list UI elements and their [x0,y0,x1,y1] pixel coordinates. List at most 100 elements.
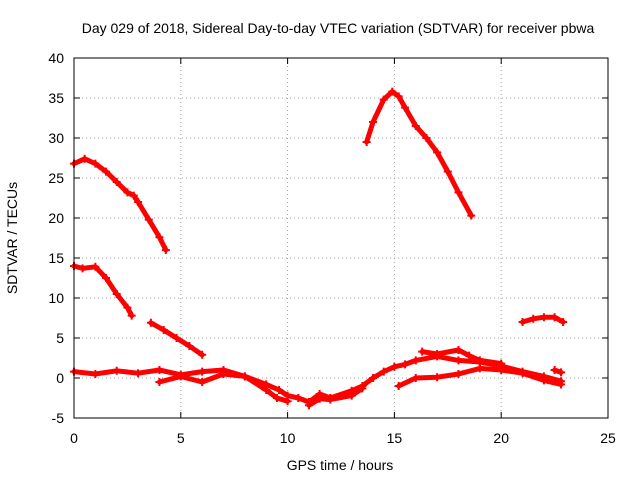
series-track-a [70,154,170,254]
data-point [454,346,463,354]
data-point [475,356,484,365]
series-track-j [362,87,476,220]
data-point [454,356,463,365]
data-point [123,188,132,197]
data-point [418,347,427,356]
data-point [326,395,335,404]
data-point [433,350,442,358]
data-point [388,87,397,96]
data-point [161,246,170,254]
x-tick-label: 0 [70,430,78,446]
data-point [155,366,164,374]
series-track-e [155,370,292,406]
y-tick-label: 5 [56,330,64,346]
data-point [185,342,194,350]
data-point [91,262,100,271]
data-point [443,167,452,176]
data-point [127,311,136,320]
data-point [198,378,207,386]
data-point [134,369,143,378]
y-axis-label: SDTVAR / TECUs [4,182,20,294]
x-axis-label: GPS time / hours [287,457,394,473]
series-track-h [418,346,506,368]
data-point [550,366,559,374]
y-tick-label: 35 [48,90,64,106]
data-point [557,380,566,389]
data-point [497,359,506,368]
data-point [454,370,463,378]
data-point [559,318,568,326]
data-point [78,264,87,273]
data-point [394,92,403,101]
series-track-i [550,366,566,377]
series-track-f [304,384,367,410]
data-point [401,360,410,369]
data-point [159,326,168,334]
data-point [240,372,249,381]
y-tick-label: 15 [48,250,64,266]
data-point [304,401,313,410]
series-track-g [394,364,566,390]
chart-title: Day 029 of 2018, Sidereal Day-to-day VTE… [82,20,595,36]
data-point [550,313,559,322]
data-point [401,103,410,112]
data-point [91,159,100,168]
data-point [518,318,527,326]
x-tick-label: 10 [280,430,296,446]
data-point [102,274,111,282]
data-point [390,362,399,371]
data-point [102,167,111,176]
data-point [465,351,474,360]
data-point [112,366,121,375]
data-point [411,356,420,365]
data-point [91,370,100,378]
x-tick-label: 25 [600,430,616,446]
data-point [358,384,367,393]
series-track-c [146,318,207,359]
data-point [272,394,281,402]
data-point [347,391,356,400]
data-point [433,373,442,382]
plot-frame [73,57,609,419]
data-point [411,122,420,130]
data-point [422,134,431,142]
data-point [557,368,566,377]
data-point [155,378,164,386]
data-point [369,118,378,126]
x-tick-label: 20 [493,430,509,446]
data-point [275,386,284,394]
y-tick-label: -5 [52,410,65,426]
data-point [198,350,207,359]
data-point [80,154,89,163]
data-point [123,303,132,312]
series-line [71,156,169,253]
data-point [475,364,484,373]
series-track-k [518,313,568,326]
data-point [315,394,324,403]
data-point [362,138,371,146]
data-point [454,188,463,197]
data-point [394,382,403,390]
series-line [71,263,135,319]
y-tick-label: 40 [48,50,64,66]
data-point [369,374,378,382]
y-tick-label: 0 [56,370,64,386]
y-tick-label: 20 [48,210,64,226]
data-point [379,367,388,376]
data-point [539,376,548,385]
data-point [112,178,121,186]
data-point [176,372,185,381]
data-point [379,95,388,104]
data-point [294,394,303,402]
data-point [146,318,155,327]
data-point [129,191,138,200]
data-point [262,386,271,394]
data-point [198,367,207,376]
series-track-b [70,262,136,320]
data-point [172,334,181,342]
data-point [518,369,527,378]
data-point [467,211,476,220]
x-tick-label: 5 [177,430,185,446]
data-series [70,87,568,410]
